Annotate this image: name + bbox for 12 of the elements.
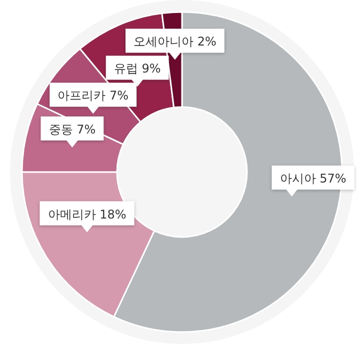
slice-label: 아메리카 18% bbox=[48, 207, 126, 222]
callout: 아시아 57% bbox=[272, 166, 354, 197]
slice-label: 아시아 57% bbox=[280, 172, 346, 186]
callout: 아메리카 18% bbox=[40, 201, 134, 232]
slice-label: 중동 7% bbox=[48, 122, 96, 136]
slice-label: 오세아니아 2% bbox=[134, 34, 216, 49]
slice-label: 아프리카 7% bbox=[58, 88, 129, 103]
slice-label: 유럽 9% bbox=[114, 62, 161, 76]
callout: 아프리카 7% bbox=[50, 82, 137, 114]
callout: 유럽 9% bbox=[106, 56, 169, 87]
callout: 오세아니아 2% bbox=[126, 28, 224, 60]
callout: 중동 7% bbox=[40, 116, 104, 148]
